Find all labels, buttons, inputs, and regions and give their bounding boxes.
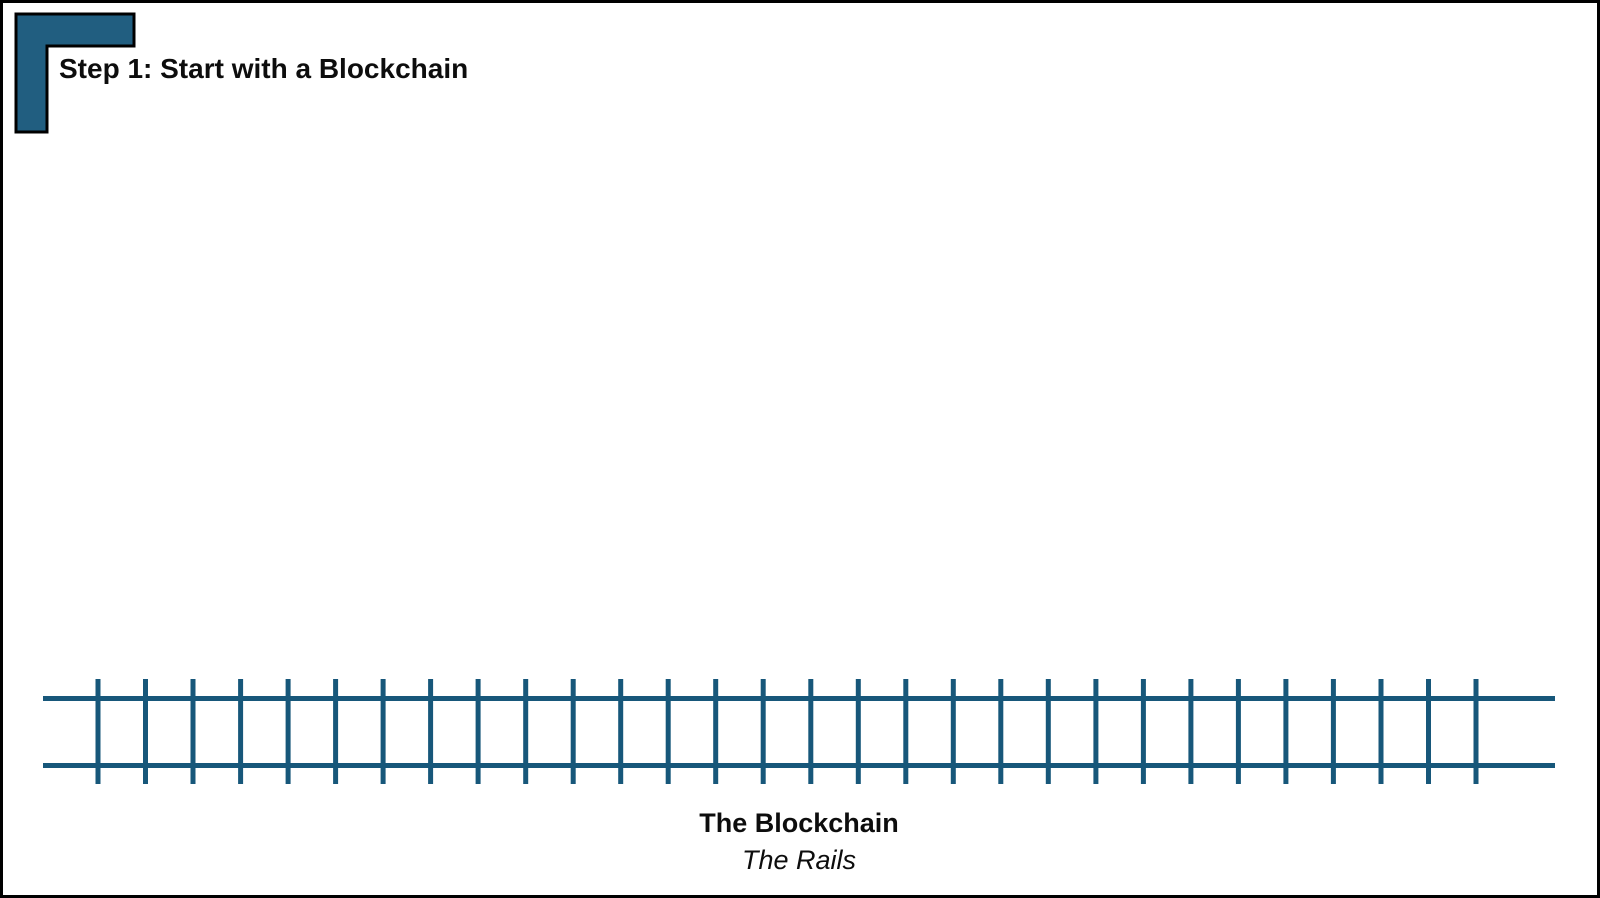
railroad-track-graphic bbox=[43, 679, 1555, 784]
corner-accent-icon bbox=[14, 12, 136, 134]
track-sublabel: The Rails bbox=[741, 845, 857, 875]
track-label: The Blockchain bbox=[699, 808, 899, 838]
track-caption: The Blockchain The Rails bbox=[43, 805, 1555, 878]
blockchain-rails-diagram bbox=[43, 675, 1555, 787]
page-title: Step 1: Start with a Blockchain bbox=[59, 53, 469, 84]
